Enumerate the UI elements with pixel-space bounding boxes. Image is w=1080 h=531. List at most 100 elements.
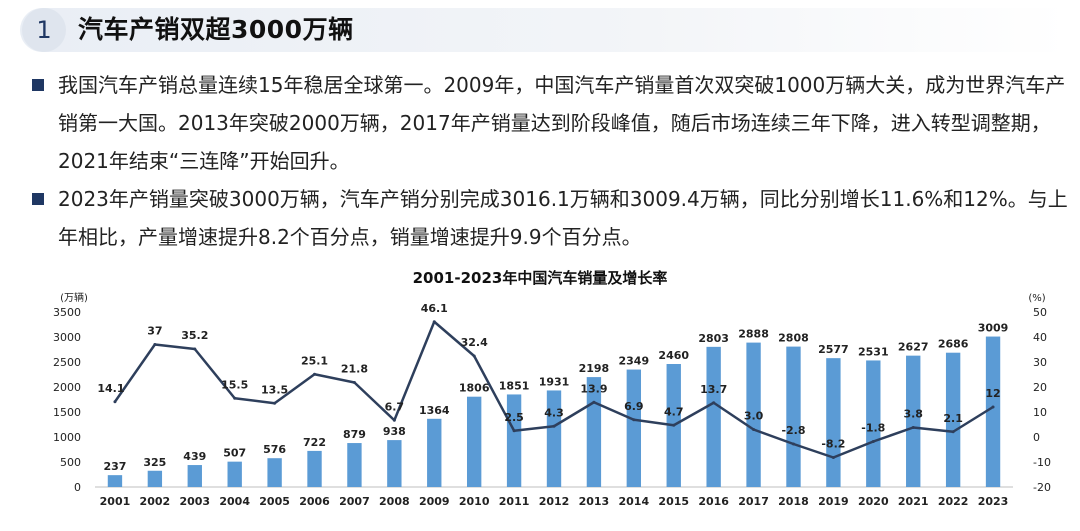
sales-bar	[427, 418, 442, 487]
bar-value-label: 439	[183, 450, 206, 463]
bar-value-label: 3009	[978, 322, 1009, 335]
bar-value-label: 2808	[778, 332, 809, 345]
growth-rate-point	[313, 372, 317, 376]
bar-value-label: 237	[103, 460, 126, 473]
category-label: 2018	[778, 495, 809, 508]
growth-value-label: 4.3	[544, 406, 564, 419]
left-tick-label: 0	[74, 481, 81, 494]
right-tick-label: -10	[1033, 456, 1051, 469]
bar-value-label: 325	[143, 456, 166, 469]
growth-rate-point	[592, 400, 596, 404]
growth-value-label: 35.2	[181, 329, 208, 342]
growth-value-label: -8.2	[821, 438, 845, 451]
growth-value-label: 2.1	[943, 412, 963, 425]
category-label: 2007	[339, 495, 370, 508]
growth-rate-point	[791, 442, 795, 446]
growth-value-label: -2.8	[781, 424, 805, 437]
growth-value-label: 21.8	[341, 363, 368, 376]
bar-value-label: 2888	[738, 328, 769, 341]
sales-bar	[786, 346, 801, 487]
bar-value-label: 507	[223, 447, 246, 460]
bar-value-label: 2349	[619, 355, 650, 368]
growth-value-label: 4.7	[664, 405, 684, 418]
square-bullet-icon	[32, 79, 44, 91]
growth-value-label: 13.5	[261, 383, 288, 396]
right-tick-label: -20	[1033, 481, 1051, 494]
growth-rate-point	[552, 424, 556, 428]
sales-bar	[706, 346, 721, 487]
bullet-item: 2023年产销量突破3000万辆，汽车产销分别完成3016.1万辆和3009.4…	[28, 180, 1068, 256]
category-label: 2017	[738, 495, 769, 508]
bullet-text: 我国汽车产销总量连续15年稳居全球第一。2009年，中国汽车产销量首次双突破10…	[58, 73, 1066, 173]
growth-value-label: 6.9	[624, 400, 644, 413]
growth-rate-point	[951, 430, 955, 434]
sales-bar	[506, 394, 522, 487]
growth-rate-point	[632, 418, 636, 422]
growth-rate-point	[831, 456, 835, 459]
left-tick-label: 3000	[53, 331, 81, 344]
growth-rate-point	[432, 320, 436, 324]
growth-value-label: 13.9	[580, 382, 607, 395]
bullet-item: 我国汽车产销总量连续15年稳居全球第一。2009年，中国汽车产销量首次双突破10…	[28, 66, 1068, 180]
category-label: 2019	[818, 495, 849, 508]
growth-value-label: 2.5	[504, 411, 524, 424]
right-tick-label: 10	[1033, 406, 1047, 419]
category-label: 2023	[978, 495, 1009, 508]
bar-value-label: 1851	[499, 379, 530, 392]
category-label: 2012	[539, 495, 570, 508]
page-title: 汽车产销双超3000万辆	[78, 15, 354, 44]
growth-rate-point	[392, 418, 396, 422]
category-label: 2020	[858, 495, 889, 508]
category-label: 2022	[938, 495, 969, 508]
category-label: 2009	[419, 495, 450, 508]
growth-rate-point	[512, 429, 516, 433]
bar-value-label: 722	[303, 436, 326, 449]
sales-bar	[267, 458, 282, 487]
left-tick-label: 3500	[53, 306, 81, 319]
bullet-list: 我国汽车产销总量连续15年稳居全球第一。2009年，中国汽车产销量首次双突破10…	[28, 66, 1068, 256]
title-bar	[20, 8, 1068, 52]
section-number-badge: 1	[22, 8, 66, 52]
category-label: 2008	[379, 495, 410, 508]
bar-value-label: 576	[263, 443, 286, 456]
sales-bar	[546, 390, 562, 487]
growth-value-label: 37	[147, 325, 162, 338]
sales-bar	[626, 369, 642, 487]
growth-value-label: 14.1	[97, 382, 124, 395]
category-label: 2010	[459, 495, 490, 508]
left-tick-label: 1000	[53, 431, 81, 444]
growth-rate-point	[273, 401, 277, 405]
sales-bar	[466, 396, 482, 487]
chart-svg: 2001-2023年中国汽车销量及增长率(万辆) (%)0500100015002…	[53, 269, 1051, 508]
left-tick-label: 2000	[53, 381, 81, 394]
left-tick-label: 500	[60, 456, 81, 469]
sales-bar	[187, 465, 202, 487]
growth-rate-point	[153, 343, 157, 346]
bar-value-label: 2627	[898, 341, 929, 354]
right-axis-unit: (%)	[1028, 293, 1045, 304]
growth-value-label: 15.5	[221, 378, 248, 391]
growth-rate-point	[712, 401, 716, 405]
sales-bar	[227, 461, 242, 487]
left-axis-unit: (万辆)	[60, 291, 88, 304]
sales-bar	[945, 352, 961, 487]
growth-value-label: 46.1	[421, 302, 448, 315]
category-label: 2006	[299, 495, 330, 508]
growth-value-label: 32.4	[461, 336, 488, 349]
growth-rate-point	[752, 428, 756, 431]
growth-rate-point	[991, 405, 995, 409]
sales-bar	[906, 355, 921, 487]
sales-bar	[826, 358, 841, 487]
category-label: 2014	[619, 495, 650, 508]
square-bullet-icon	[32, 193, 44, 205]
sales-bar	[147, 470, 163, 487]
left-tick-label: 1500	[53, 406, 81, 419]
right-tick-label: 20	[1033, 381, 1047, 394]
sales-chart: 2001-2023年中国汽车销量及增长率 (万辆) (%) 0 500 1000 1500 2…	[0, 262, 1080, 527]
sales-bar	[746, 342, 761, 487]
growth-rate-point	[672, 423, 676, 427]
right-tick-label: 40	[1033, 331, 1047, 344]
category-label: 2021	[898, 495, 929, 508]
bar-value-label: 879	[343, 428, 366, 441]
bar-value-label: 2460	[658, 349, 689, 362]
